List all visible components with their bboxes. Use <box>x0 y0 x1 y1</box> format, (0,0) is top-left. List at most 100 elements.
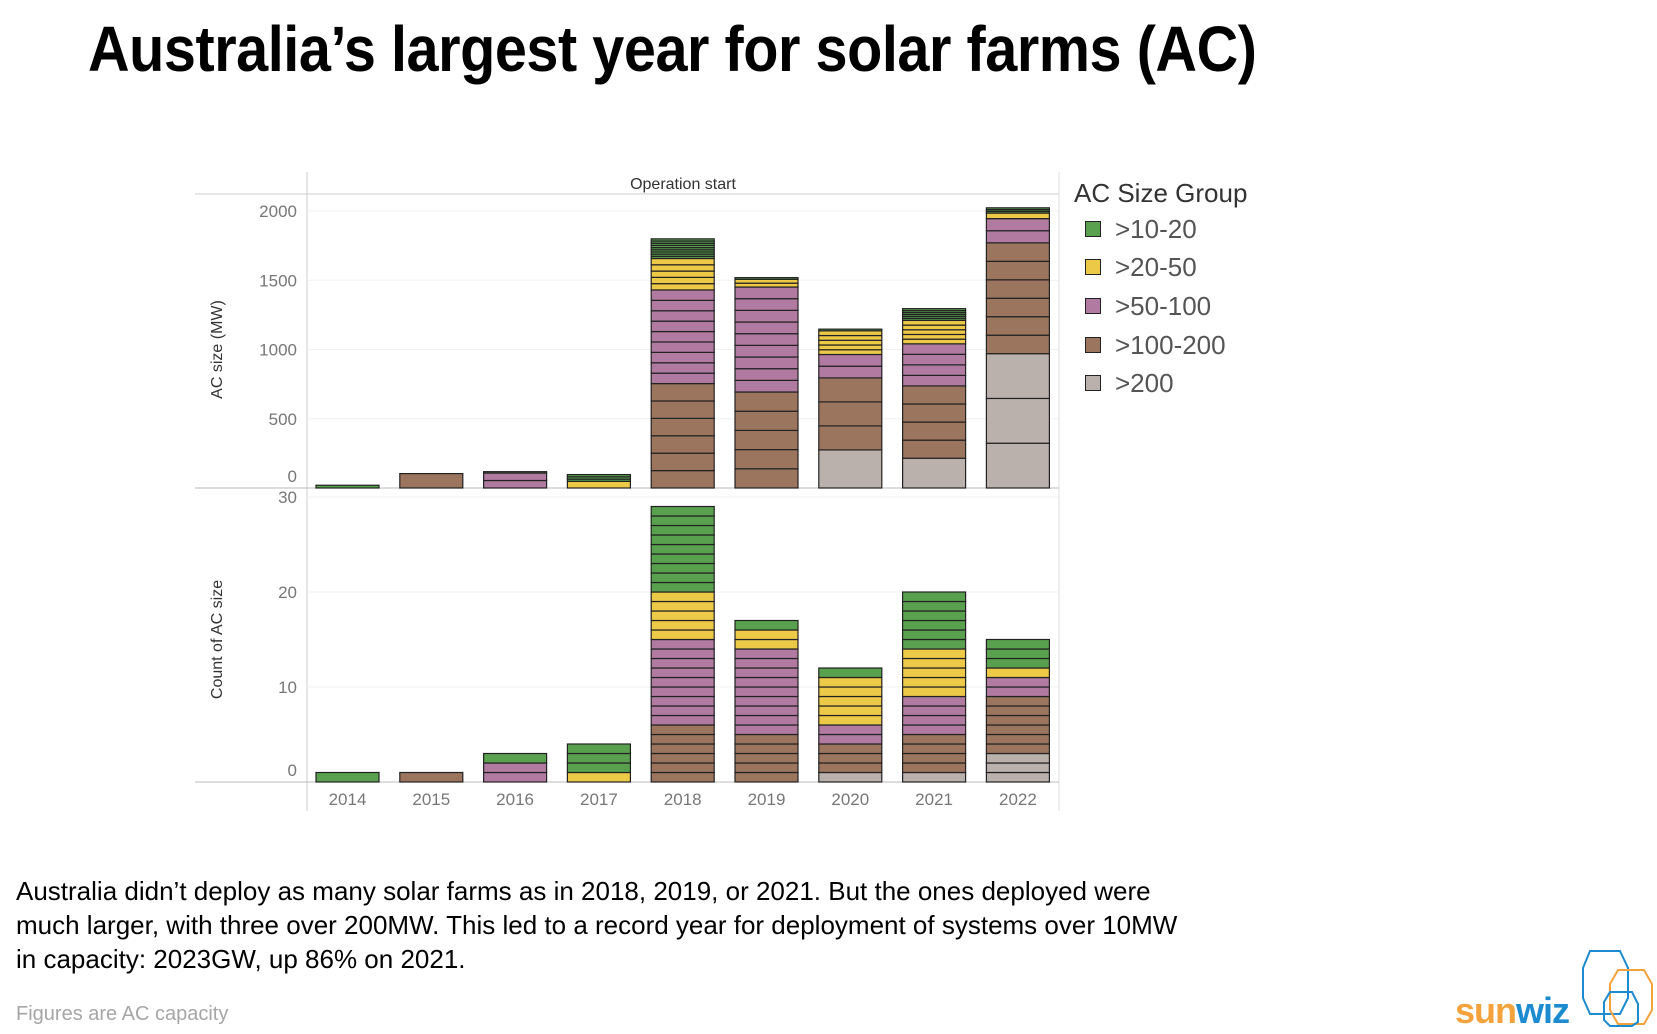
bar-segment <box>734 733 799 745</box>
bar-segment <box>734 468 799 489</box>
bar-segment <box>818 401 883 427</box>
bar-segment <box>901 333 967 340</box>
bar-segment <box>985 230 1051 244</box>
bar-segment <box>985 695 1051 707</box>
y-tick-label: 0 <box>288 467 297 486</box>
legend-item: >200 <box>1085 368 1174 398</box>
bar-segment <box>734 379 799 393</box>
bar-segment <box>650 469 715 489</box>
bar-segment <box>650 638 715 650</box>
bar-segment <box>901 619 967 631</box>
x-tick-label: 2021 <box>915 790 953 809</box>
bar-segment <box>734 391 799 412</box>
bar-segment <box>650 351 715 364</box>
chart-panel-0: 0 500 1000 1500 2000 AC size (MW) <box>195 202 1059 489</box>
bar-segment <box>650 276 715 285</box>
y-tick-label: 500 <box>269 410 297 429</box>
bar-segment <box>901 364 967 376</box>
bar-segment <box>650 724 715 736</box>
bar-segment <box>901 771 967 783</box>
body-line: Australia didn’t deploy as many solar fa… <box>16 876 1151 906</box>
bar-segment <box>985 297 1051 318</box>
bar-segment <box>818 733 883 745</box>
legend-swatch <box>1085 221 1101 237</box>
y-axis-title: AC size (MW) <box>209 300 226 399</box>
x-tick-label: 2019 <box>748 790 786 809</box>
bar-segment <box>985 442 1051 489</box>
bar-segment <box>985 279 1051 299</box>
bar-segment <box>985 242 1051 262</box>
bar-segment <box>734 743 799 755</box>
bar-segment <box>734 344 799 358</box>
bar-segment <box>483 752 548 764</box>
bar-segment <box>734 695 799 707</box>
y-tick-label: 30 <box>278 488 297 507</box>
bar-segment <box>985 648 1051 660</box>
bar-segment <box>650 320 715 333</box>
legend-swatch <box>1085 259 1101 275</box>
legend-label: >20-50 <box>1115 251 1197 282</box>
bar-segment <box>985 638 1051 650</box>
bar-segment <box>734 619 799 631</box>
bar-segment <box>650 676 715 688</box>
bar-segment <box>901 308 967 312</box>
bar-segment <box>901 657 967 669</box>
legend-item: >100-200 <box>1085 330 1226 360</box>
bar-segment <box>818 330 883 337</box>
bar-segment <box>901 733 967 745</box>
bar-segment <box>985 218 1051 232</box>
bar-segment <box>566 480 632 489</box>
page-title: Australia’s largest year for solar farms… <box>88 13 1257 85</box>
bar-segment <box>901 591 967 603</box>
bar-segment <box>483 479 548 489</box>
legend-item: >50-100 <box>1085 291 1211 321</box>
bar-segment <box>734 667 799 679</box>
bar-segment <box>650 705 715 717</box>
bar-segment <box>818 686 883 698</box>
logo-hexagon-icon <box>1582 950 1653 1027</box>
bar-segment <box>650 238 715 242</box>
bar-segment <box>818 752 883 764</box>
bar-segment <box>818 705 883 717</box>
bar-segment <box>985 705 1051 717</box>
bar-segment <box>734 676 799 688</box>
bar-segment <box>650 648 715 660</box>
bar-segment <box>650 752 715 764</box>
bar-segment <box>901 667 967 679</box>
bar-segment <box>985 397 1051 444</box>
body-line: much larger, with three over 200MW. This… <box>16 910 1178 940</box>
y-tick-label: 10 <box>278 678 297 697</box>
bar-segment <box>818 349 883 356</box>
x-tick-label: 2017 <box>580 790 618 809</box>
bar-segment <box>901 629 967 641</box>
legend-label: >50-100 <box>1115 290 1212 321</box>
bar-segment <box>650 686 715 698</box>
bar-segment <box>818 344 883 351</box>
bar-segment <box>901 705 967 717</box>
bar-segment <box>734 771 799 783</box>
legend-item: >10-20 <box>1085 214 1197 244</box>
bar-segment <box>650 667 715 679</box>
bar-segment <box>650 553 715 565</box>
bar-segment <box>734 648 799 660</box>
x-tick-label: 2016 <box>496 790 534 809</box>
footnote: Figures are AC capacity <box>16 1003 229 1025</box>
x-tick-label: 2014 <box>329 790 367 809</box>
bar-segment <box>650 524 715 536</box>
bar-segment <box>901 676 967 688</box>
bar-segment <box>734 356 799 370</box>
x-tick-label: 2015 <box>412 790 450 809</box>
bar-segment <box>818 365 883 379</box>
bar-segment <box>901 329 967 336</box>
legend-title: AC Size Group <box>1074 178 1248 208</box>
bar-segment <box>650 714 715 726</box>
bar-segment <box>483 762 548 774</box>
bar-segment <box>734 686 799 698</box>
legend-item: >20-50 <box>1085 252 1197 282</box>
bar-segment <box>650 534 715 546</box>
bar-segment <box>818 377 883 403</box>
bar-segment <box>650 382 715 402</box>
bar-segment <box>985 762 1051 774</box>
bar-segment <box>650 264 715 272</box>
chart-panel-1: 0 10 20 30 Count of AC size <box>195 488 1059 783</box>
